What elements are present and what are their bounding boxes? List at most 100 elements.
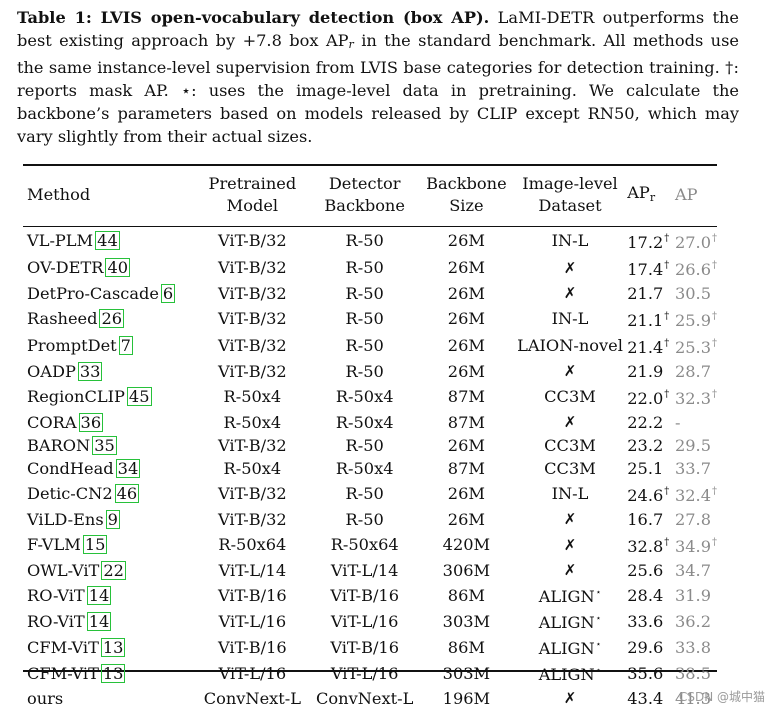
cell-model: ViT-B/32 (218, 484, 287, 503)
cell-ap: 27.8 (671, 507, 717, 531)
cell-detector: R-50x4 (335, 459, 394, 478)
cell-size: 26M (447, 361, 485, 381)
cell-size: 26M (447, 231, 485, 250)
dagger-mark: † (712, 338, 717, 349)
dataset-value: IN-L (551, 231, 589, 250)
method-name: OWL-ViT (27, 560, 100, 580)
cell-method: RO-ViT 14 (23, 608, 195, 634)
cell-dataset: ✗ (513, 686, 627, 710)
cell-model: ViT-B/32 (218, 258, 287, 277)
table-body: VL-PLM 44 ViT-B/32 R-50 26M IN-L 17.2† 27.0† OV-… (23, 221, 717, 710)
citation-link[interactable]: 46 (114, 484, 140, 503)
cell-apr: 23.2 (627, 434, 671, 457)
apr-value: 17.2 (627, 233, 664, 252)
method-name: OV-DETR (27, 258, 104, 277)
method-name: BARON (27, 436, 91, 455)
dataset-value: CC3M (544, 436, 596, 455)
cell-ap: 32.4† (671, 480, 717, 507)
caption-text-a: LaMI-DETR outperforms the best existing … (17, 8, 739, 50)
dataset-value: ✗ (563, 362, 577, 380)
cell-dataset: ✗ (513, 254, 627, 281)
citation-link[interactable]: 15 (82, 535, 108, 554)
citation-link[interactable]: 13 (100, 663, 126, 683)
cell-apr: 28.4 (627, 582, 671, 608)
citation-link[interactable]: 13 (100, 637, 126, 657)
citation-link[interactable]: 9 (105, 509, 120, 529)
ap-value: 26.6 (674, 260, 711, 279)
cell-dataset: ✗ (513, 281, 627, 305)
citation-link[interactable]: 7 (118, 336, 133, 355)
header-ap: AP (674, 185, 698, 204)
cell-model: ViT-B/16 (218, 585, 287, 605)
dataset-value: ✗ (563, 510, 577, 528)
dagger-mark: † (664, 260, 670, 271)
cell-dataset: CC3M (513, 383, 627, 410)
citation-link[interactable]: 35 (92, 436, 117, 455)
citation-link[interactable]: 6 (160, 283, 176, 303)
star-mark: ⋆ (595, 588, 602, 598)
method-name: OADP (27, 361, 76, 381)
dataset-value: CC3M (544, 459, 596, 478)
method-name: RO-ViT (27, 611, 85, 631)
citation-link[interactable]: 45 (126, 387, 152, 406)
dagger-mark: † (712, 486, 717, 497)
header-backbone-size: Backbone Size (426, 174, 507, 215)
dataset-value: LAION-novel (517, 336, 623, 355)
citation-link[interactable]: 26 (99, 309, 125, 328)
method-name: CondHead (27, 459, 114, 478)
cell-model: R-50x4 (223, 459, 282, 478)
cell-size: 26M (447, 336, 485, 355)
star-mark: ⋆ (595, 640, 602, 650)
cell-dataset: IN-L (513, 305, 627, 332)
method-name: PromptDet (27, 336, 117, 355)
table-row: F-VLM 15 R-50x64 R-50x64 420M ✗ 32.8† 34.9† (23, 531, 717, 558)
cell-ap: 36.2 (671, 608, 717, 634)
apr-value: 43.4 (627, 688, 664, 708)
citation-link[interactable]: 36 (78, 412, 104, 432)
cell-dataset: CC3M (513, 434, 627, 457)
caption-text-b: in the standard benchmark. All methods u… (17, 31, 739, 146)
cell-apr: 24.6† (627, 480, 671, 507)
method-name: ours (27, 688, 64, 708)
table-row: OWL-ViT 22 ViT-L/14 ViT-L/14 306M ✗ 25.6 34.7 (23, 558, 717, 582)
cell-apr: 21.1† (627, 305, 671, 332)
cell-apr: 16.7 (627, 507, 671, 531)
citation-link[interactable]: 34 (115, 459, 141, 478)
cell-ap: 30.5 (671, 281, 717, 305)
cell-dataset: ✗ (513, 531, 627, 558)
ap-value: 25.9 (674, 311, 711, 330)
table-header-rule (23, 226, 717, 227)
cell-size: 87M (447, 387, 485, 406)
cell-model: ViT-B/32 (218, 509, 287, 529)
cell-apr: 43.4 (627, 686, 671, 710)
cell-size: 87M (447, 459, 485, 478)
cell-dataset: IN-L (513, 221, 627, 254)
table-row: ours ConvNext-L ConvNext-L 196M ✗ 43.4 41.3 (23, 686, 717, 710)
cell-method: CondHead 34 (23, 457, 195, 480)
cell-ap: 25.3† (671, 332, 717, 359)
ap-value: 32.4 (674, 486, 711, 505)
cell-dataset: ALIGN⋆ (513, 582, 627, 608)
header-row: Method Pretrained Model Detector Backbone … (23, 169, 717, 221)
citation-link[interactable]: 14 (86, 585, 112, 605)
cell-method: F-VLM 15 (23, 531, 195, 558)
cell-dataset: ✗ (513, 558, 627, 582)
cell-dataset: ✗ (513, 359, 627, 383)
dataset-value: ✗ (563, 258, 577, 277)
cell-dataset: ALIGN⋆ (513, 660, 627, 686)
cell-ap: 38.5 (671, 660, 717, 686)
ap-value: 33.7 (674, 459, 711, 478)
cell-method: OADP 33 (23, 359, 195, 383)
citation-link[interactable]: 44 (95, 231, 120, 250)
cell-model: ConvNext-L (203, 688, 302, 708)
citation-link[interactable]: 22 (101, 560, 126, 580)
cell-detector: R-50 (345, 336, 384, 355)
cell-size: 86M (447, 585, 485, 605)
citation-link[interactable]: 33 (77, 361, 103, 381)
dagger-mark: † (664, 338, 670, 349)
citation-link[interactable]: 40 (105, 258, 131, 277)
citation-link[interactable]: 14 (86, 611, 112, 631)
cell-ap: 33.8 (671, 634, 717, 660)
cell-apr: 25.6 (627, 558, 671, 582)
cell-model: ViT-B/32 (218, 361, 287, 381)
